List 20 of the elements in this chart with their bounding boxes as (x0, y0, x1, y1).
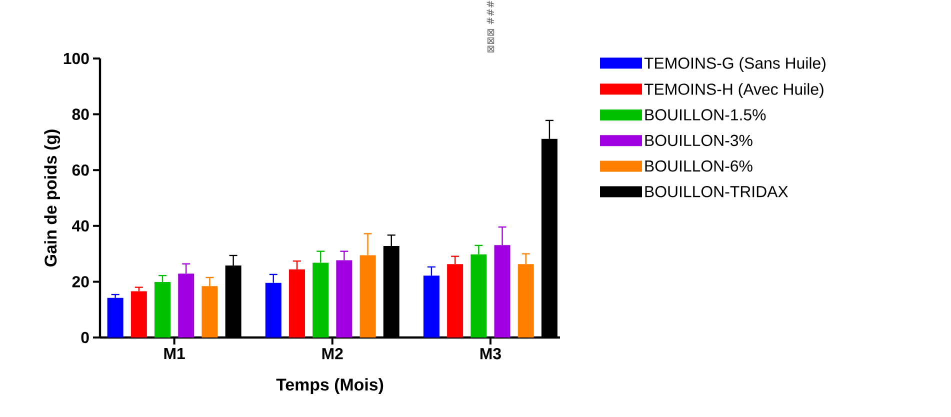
x-axis-title: Temps (Mois) (276, 378, 384, 394)
x-tick-label: M2 (322, 348, 343, 360)
y-tick-label: 0 (81, 332, 89, 344)
y-axis-title: Gain de poids (g) (44, 130, 60, 267)
y-tick-label: 60 (72, 164, 89, 176)
legend-label: BOUILLON-6% (645, 160, 752, 172)
x-tick-label: M3 (480, 348, 501, 360)
bar (130, 291, 147, 338)
legend-label: BOUILLON-1.5% (645, 109, 766, 121)
legend-label: TEMOINS-H (Avec Huile) (644, 83, 824, 98)
legend-label: BOUILLON-TRIDAX (645, 186, 788, 198)
y-tick-label: 80 (72, 108, 89, 120)
legend-label: BOUILLON-3% (645, 135, 752, 146)
y-tick-label: 40 (72, 220, 89, 232)
bar (107, 298, 124, 338)
y-tick-label: 20 (72, 276, 89, 288)
legend-label: TEMOINS-G (Sans Huile) (644, 57, 826, 72)
x-tick-label: M1 (164, 348, 185, 360)
y-tick-label: 100 (64, 53, 89, 64)
text: ⊠⊠⊠ ### (486, 1, 494, 53)
